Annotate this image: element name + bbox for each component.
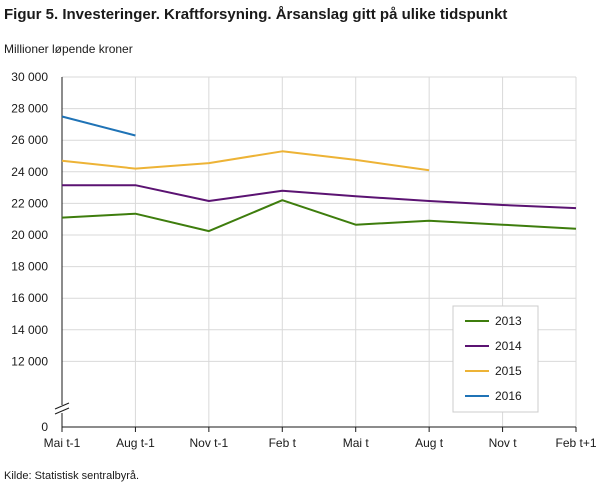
x-tick-labels: Mai t-1 Aug t-1 Nov t-1 Feb t Mai t Aug t Nov …	[44, 436, 597, 450]
series-line-2016	[61, 115, 136, 137]
source-note: Kilde: Statistisk sentralbyrå.	[4, 470, 140, 482]
y-tick-label: 26 000	[11, 133, 48, 147]
y-tick-label: 16 000	[11, 291, 48, 305]
x-tick-label: Aug t	[415, 436, 444, 450]
x-tick-label: Nov t-1	[190, 436, 229, 450]
x-tick-label: Mai t-1	[44, 436, 81, 450]
y-tick-label: 14 000	[11, 323, 48, 337]
y-tick-label: 18 000	[11, 260, 48, 274]
x-tick-label: Feb t	[269, 436, 297, 450]
chart-title: Figur 5. Investeringer. Kraftforsyning. …	[4, 6, 508, 23]
legend-box	[452, 305, 539, 413]
series-line-2013	[61, 199, 577, 233]
axis-break-mark	[54, 407, 70, 415]
axis-break-gap	[56, 405, 68, 413]
y-tick-label: 20 000	[11, 228, 48, 242]
axis-break-mark	[54, 402, 70, 410]
y-tick-label: 30 000	[11, 70, 48, 84]
legend-label-2016: 2016	[495, 389, 522, 403]
y-tick-labels: 0 12 000 14 000 16 000 18 000 20 000 22 000 24 …	[11, 70, 48, 434]
series-line-2015	[61, 150, 430, 172]
y-axis-label: Millioner løpende kroner	[4, 42, 133, 56]
x-tick-label: Mai t	[343, 436, 370, 450]
series-line-2014	[62, 184, 577, 210]
axes	[54, 77, 577, 432]
y-tick-label: 24 000	[11, 165, 48, 179]
series-lines	[61, 115, 577, 233]
x-tick-label: Aug t-1	[116, 436, 155, 450]
y-tick-label: 12 000	[11, 354, 48, 368]
x-tick-label: Feb t+1	[555, 436, 596, 450]
y-tick-label: 0	[41, 420, 48, 434]
x-tick-label: Nov t	[489, 436, 518, 450]
legend-label-2013: 2013	[495, 314, 522, 328]
legend-label-2015: 2015	[495, 364, 522, 378]
y-tick-label: 22 000	[11, 196, 48, 210]
legend-label-2014: 2014	[495, 339, 522, 353]
legend: 2013 2014 2015 2016	[452, 305, 539, 413]
y-tick-label: 28 000	[11, 102, 48, 116]
